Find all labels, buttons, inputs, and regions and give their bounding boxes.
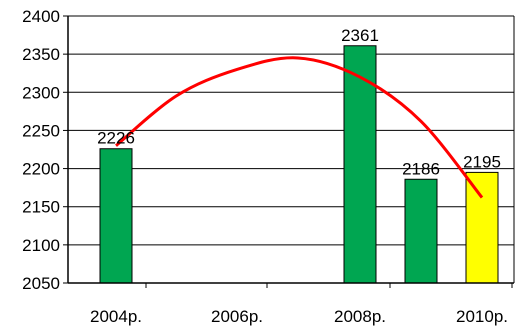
data-labels: 2226 2361 2186 2195 — [97, 26, 501, 179]
data-label-2009: 2186 — [402, 159, 440, 178]
x-axis-labels: 2004р. 2006р. 2008р. 2010р. — [90, 307, 508, 326]
y-tick-label: 2400 — [22, 7, 60, 26]
trendline — [115, 56, 484, 199]
x-tick-label: 2004р. — [90, 307, 142, 326]
x-tick-label: 2008р. — [334, 307, 386, 326]
y-tick-label: 2150 — [22, 198, 60, 217]
plot-frame — [63, 15, 515, 288]
data-label-2008: 2361 — [341, 26, 379, 45]
y-tick-label: 2200 — [22, 160, 60, 179]
bar-2004 — [99, 148, 133, 284]
y-tick-label: 2300 — [22, 83, 60, 102]
x-tick-label: 2006р. — [211, 307, 263, 326]
y-tick-label: 2100 — [22, 236, 60, 255]
y-axis-labels: 2050 2100 2150 2200 2250 2300 2350 2400 — [22, 7, 60, 293]
trendline-group — [115, 56, 484, 199]
data-label-2010: 2195 — [463, 152, 501, 171]
bar-2008 — [343, 45, 377, 284]
data-label-2004: 2226 — [97, 129, 135, 148]
y-tick-label: 2350 — [22, 45, 60, 64]
y-tick-label: 2250 — [22, 121, 60, 140]
bar-2010 — [465, 171, 499, 284]
y-tick-label: 2050 — [22, 274, 60, 293]
grid-lines — [68, 15, 514, 284]
bars — [99, 45, 499, 284]
x-tick-label: 2010р. — [456, 307, 508, 326]
bar-2009 — [404, 178, 438, 284]
